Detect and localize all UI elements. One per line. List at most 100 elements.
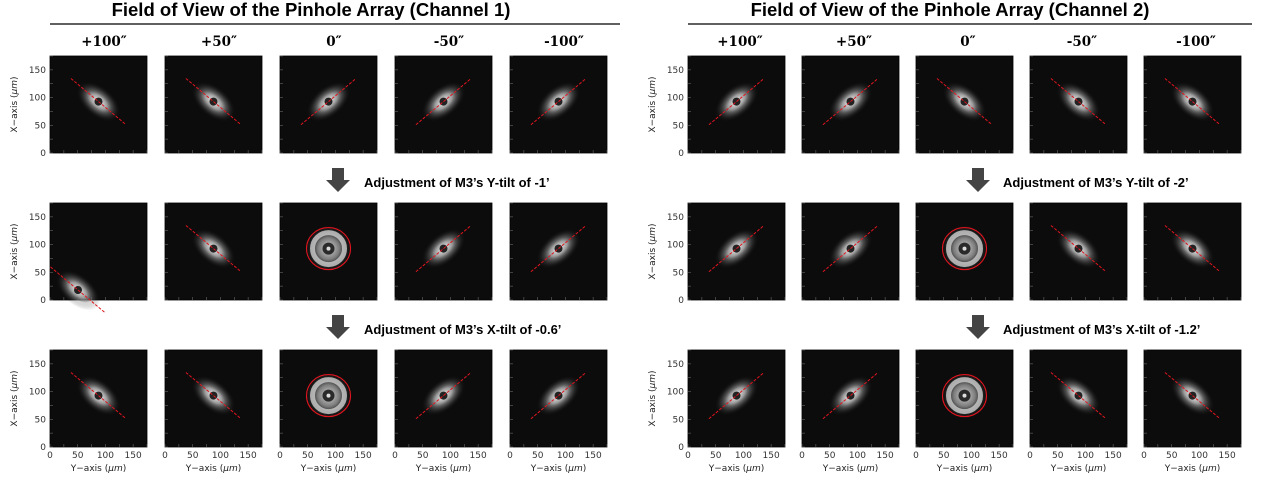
x-tick-label: 100 (557, 451, 574, 461)
y-tick-label: 150 (29, 213, 46, 223)
x-tick-label: 50 (824, 451, 836, 461)
panel-1-title: Field of View of the Pinhole Array (Chan… (112, 0, 511, 20)
x-axis-label-unit: μm (222, 464, 238, 474)
x-axis-label-suffix: ) (875, 464, 879, 474)
y-tick-label: 50 (673, 268, 685, 278)
x-tick-label: 0 (392, 451, 398, 461)
guide-line (1164, 78, 1221, 126)
x-axis-label-suffix: ) (761, 464, 765, 474)
y-axis-label-prefix: X−axis ( (648, 388, 658, 426)
y-axis-label-unit: μm (10, 80, 20, 96)
x-axis-label-unit: μm (745, 464, 761, 474)
x-tick-label: 0 (277, 451, 283, 461)
y-axis-label: X−axis (μm) (10, 223, 20, 279)
x-axis-label: Y−axis (μm) (70, 464, 126, 474)
y-tick-label: 50 (673, 415, 685, 425)
x-tick-label: 50 (1166, 451, 1178, 461)
x-tick-label: 100 (735, 451, 752, 461)
guide-circle (941, 374, 988, 418)
y-axis-label-suffix: ) (648, 370, 658, 374)
spot-core (962, 246, 967, 251)
x-tick-label: 150 (877, 451, 894, 461)
x-axis-label: Y−axis (μm) (1050, 464, 1106, 474)
x-tick-label: 100 (442, 451, 459, 461)
panel-2-adjustment-label: Adjustment of M3’s X-tilt of -1.2’ (1003, 322, 1200, 337)
y-axis-label-unit: μm (648, 227, 658, 243)
x-axis-label-prefix: Y−axis ( (530, 464, 568, 474)
x-tick-label: 0 (685, 451, 691, 461)
x-axis-label: Y−axis (μm) (1164, 464, 1220, 474)
x-axis-label-unit: μm (107, 464, 123, 474)
x-tick-label: 150 (763, 451, 780, 461)
guide-line (185, 372, 242, 420)
y-axis-label-unit: μm (10, 374, 20, 390)
panel-2-col-label: +100″ (717, 34, 763, 50)
panel-2-col-label: -100″ (1176, 34, 1216, 50)
guide-line (708, 225, 765, 273)
panel-1-col-label: +100″ (81, 34, 127, 50)
guide-line (415, 372, 472, 420)
x-tick-label: 50 (938, 451, 950, 461)
x-tick-label: 100 (849, 451, 866, 461)
panel-1-adjustment-label: Adjustment of M3’s X-tilt of -0.6’ (364, 322, 561, 337)
guide-line (530, 225, 587, 273)
x-tick-label: 150 (1219, 451, 1236, 461)
y-axis-label: X−axis (μm) (648, 223, 658, 279)
y-axis-label-prefix: X−axis ( (10, 388, 20, 426)
x-axis-label-suffix: ) (468, 464, 472, 474)
x-tick-label: 150 (991, 451, 1008, 461)
x-axis-label: Y−axis (μm) (300, 464, 356, 474)
guide-circle (305, 227, 352, 271)
y-axis-label-suffix: ) (10, 370, 20, 374)
spot-core (962, 393, 967, 398)
x-axis-label-unit: μm (1201, 464, 1217, 474)
x-axis-label-suffix: ) (238, 464, 242, 474)
y-axis-label-suffix: ) (648, 76, 658, 80)
x-tick-label: 50 (710, 451, 722, 461)
x-axis-label-prefix: Y−axis ( (300, 464, 338, 474)
panel-1-col-label: 0″ (326, 34, 341, 50)
y-tick-label: 150 (29, 360, 46, 370)
x-tick-label: 100 (963, 451, 980, 461)
panel-1-col-label: +50″ (201, 34, 237, 50)
panel-1-adjustment-label: Adjustment of M3’s Y-tilt of -1’ (364, 175, 550, 190)
x-axis-label-prefix: Y−axis ( (1164, 464, 1202, 474)
x-tick-label: 150 (240, 451, 257, 461)
y-tick-label: 0 (40, 296, 46, 306)
y-axis-label-prefix: X−axis ( (10, 94, 20, 132)
y-axis-label-prefix: X−axis ( (10, 241, 20, 279)
y-tick-label: 100 (29, 94, 46, 104)
x-axis-label-suffix: ) (583, 464, 587, 474)
guide-line (70, 372, 127, 420)
panel-2-col-label: +50″ (836, 34, 872, 50)
spot-ring (946, 230, 983, 268)
guide-line (708, 372, 765, 420)
x-tick-label: 150 (125, 451, 142, 461)
panel-1-col-label: -50″ (434, 34, 464, 50)
x-axis-label: Y−axis (μm) (530, 464, 586, 474)
y-tick-label: 50 (673, 121, 685, 131)
y-axis-label-unit: μm (10, 227, 20, 243)
guide-line (708, 78, 765, 126)
y-tick-label: 150 (29, 66, 46, 76)
panel-2-col-label: 0″ (960, 34, 975, 50)
guide-circle (941, 227, 988, 271)
y-tick-label: 0 (678, 149, 684, 159)
y-tick-label: 0 (40, 149, 46, 159)
spot-ring (310, 377, 347, 415)
x-tick-label: 50 (1052, 451, 1064, 461)
x-tick-label: 100 (212, 451, 229, 461)
x-axis-label-unit: μm (567, 464, 583, 474)
x-axis-label-prefix: Y−axis ( (70, 464, 108, 474)
y-axis-label-prefix: X−axis ( (648, 94, 658, 132)
guide-line (415, 78, 472, 126)
x-tick-label: 150 (355, 451, 372, 461)
guide-line (936, 78, 993, 126)
y-axis-label-unit: μm (648, 374, 658, 390)
panel-2-col-label: -50″ (1067, 34, 1097, 50)
guide-line (1050, 372, 1107, 420)
y-axis-label: X−axis (μm) (648, 370, 658, 426)
x-tick-label: 150 (470, 451, 487, 461)
x-axis-label-prefix: Y−axis ( (1050, 464, 1088, 474)
